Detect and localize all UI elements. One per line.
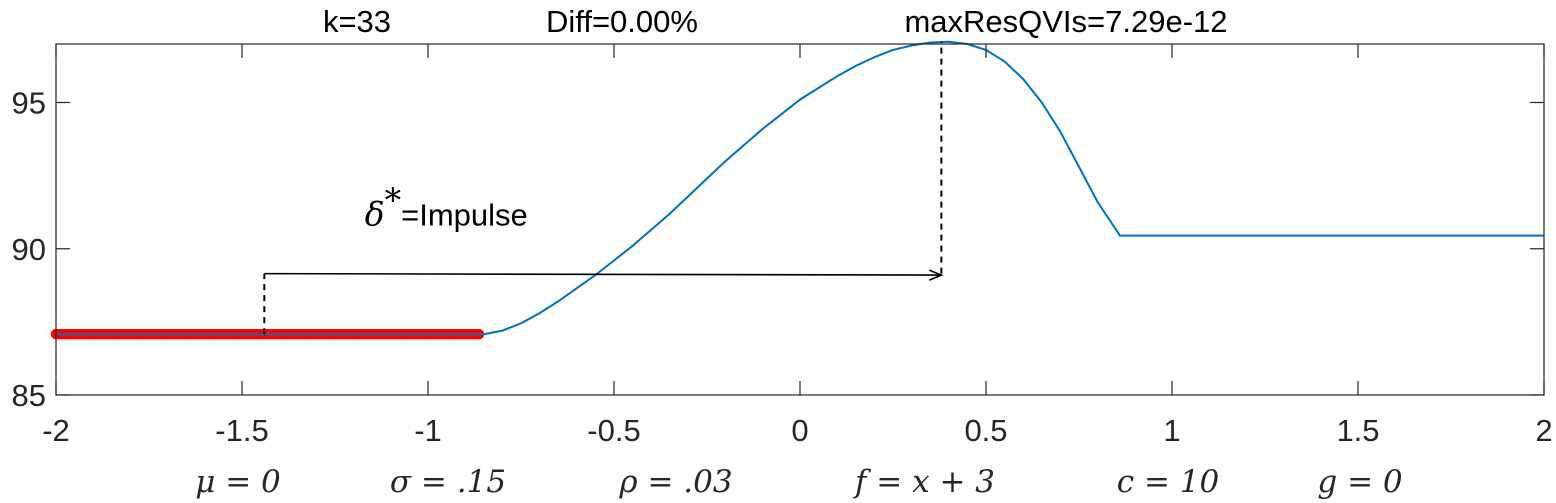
- x-tick-label: 0.5: [964, 413, 1007, 448]
- x-tick-label: 2: [1535, 413, 1552, 448]
- series-line: [56, 40, 1544, 336]
- impulse-arrowhead: [929, 269, 944, 281]
- x-tick-label: 1.5: [1336, 413, 1379, 448]
- y-tick-label: 85: [12, 378, 46, 413]
- x-tick-label: 0: [791, 413, 808, 448]
- param-rho: ρ = .03: [618, 464, 732, 500]
- impulse-label: =Impulse: [401, 197, 528, 232]
- x-tick-label: -1: [414, 413, 442, 448]
- star-superscript: *: [385, 180, 402, 219]
- param-g: g = 0: [1317, 464, 1402, 500]
- impulse-arrow-line: [264, 272, 940, 276]
- impulse-annotation: δ*=Impulse: [365, 180, 528, 233]
- title-diff: Diff=0.00%: [546, 4, 698, 39]
- axes-box: [55, 43, 1545, 396]
- delta-symbol: δ: [365, 194, 385, 233]
- param-mu: μ = 0: [195, 464, 281, 500]
- x-tick-label: -2: [42, 413, 70, 448]
- x-tick-label: -0.5: [587, 413, 640, 448]
- y-tick-label: 90: [12, 232, 46, 267]
- axes: -2 -1.5 -1 -0.5 0 0.5 1 1.5 2 85 90 95: [12, 43, 1553, 448]
- y-tick-label: 95: [12, 86, 46, 121]
- param-c: c = 10: [1117, 464, 1220, 500]
- parameter-labels: μ = 0 σ = .15 ρ = .03 f = x + 3 c = 10 g…: [195, 464, 1402, 500]
- title-k: k=33: [323, 4, 391, 39]
- param-f: f = x + 3: [853, 464, 995, 500]
- param-sigma: σ = .15: [390, 464, 506, 500]
- plot-area: [50, 40, 1544, 340]
- x-tick-label: 1: [1163, 413, 1180, 448]
- title-max-res: maxResQVIs=7.29e-12: [904, 4, 1227, 39]
- x-tick-label: -1.5: [215, 413, 268, 448]
